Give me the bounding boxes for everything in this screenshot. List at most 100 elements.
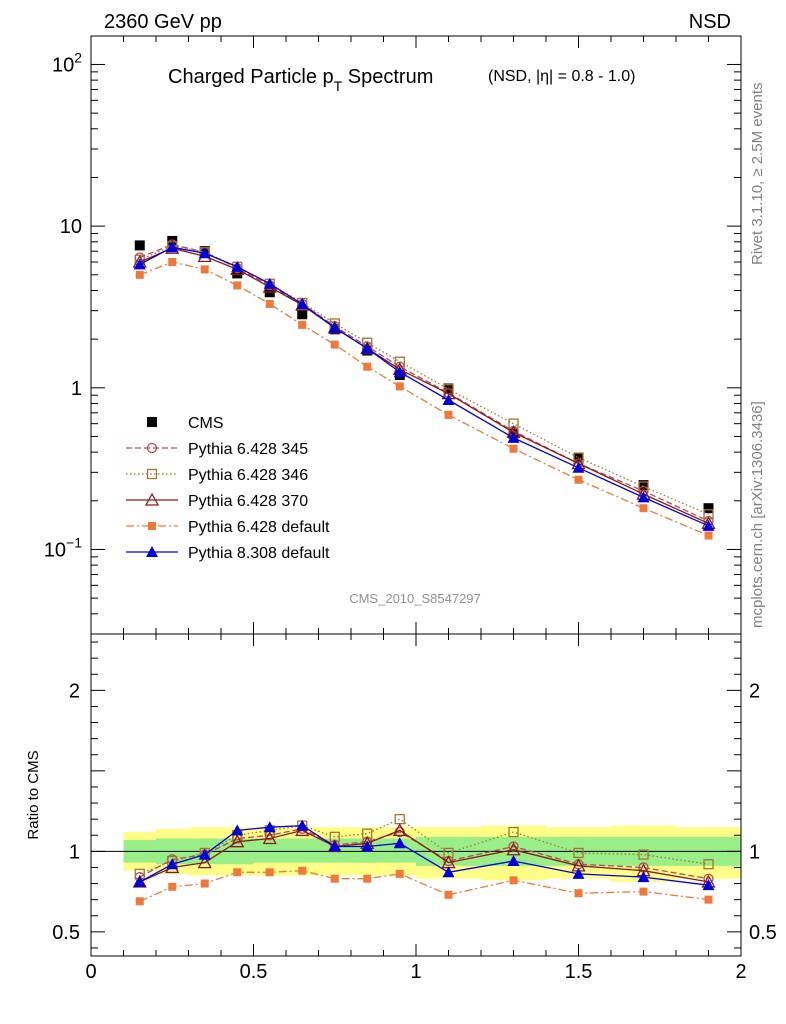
main-title: Charged Particle pT Spectrum [168, 66, 433, 94]
main-point-pythia-6-428-default [135, 270, 144, 279]
ratio-point-pythia-6-428-default [330, 874, 339, 883]
main-point-pythia-8-308-default [702, 519, 715, 531]
main-point-pythia-8-308-default [133, 258, 146, 270]
main-point-pythia-8-308-default [231, 260, 244, 272]
main-point-pythia-8-308-default [393, 366, 406, 378]
ratio-point-pythia-6-428-346 [703, 859, 714, 870]
ratio-point-pythia-6-428-default [395, 869, 404, 878]
main-y-tick-label: 102 [52, 49, 82, 76]
main-point-pythia-6-428-default [233, 281, 242, 290]
main-point-pythia-6-428-default [639, 504, 648, 513]
main-point-pythia-8-308-default [361, 342, 374, 354]
legend-marker-cms [147, 417, 157, 427]
main-point-pythia-6-428-346 [638, 481, 649, 492]
main-y-tick-label: 1 [71, 378, 82, 400]
ratio-point-pythia-6-428-default [704, 895, 713, 904]
header-energy-label: 2360 GeV pp [104, 11, 222, 33]
legend-marker-pythia-6-428-default [148, 522, 156, 530]
ratio-x-tick-label: 1.5 [565, 961, 593, 983]
ratio-point-pythia-6-428-default [509, 876, 518, 885]
ratio-point-pythia-6-428-default [168, 882, 177, 891]
legend: CMS Pythia 6.428 345 Pythia 6.428 346 Pythi… [126, 415, 330, 562]
ratio-point-pythia-8-308-default [361, 840, 374, 852]
ratio-point-pythia-6-428-default [200, 879, 209, 888]
ratio-line-pythia-6-428-345 [139, 828, 709, 880]
ratio-panel: 0 0.5 1 1.5 2 0.5 0.51 12 2 Ratio to CMS [25, 633, 777, 983]
main-point-pythia-6-428-default [444, 410, 453, 419]
ratio-point-pythia-8-308-default [572, 867, 585, 879]
ratio-point-pythia-6-428-346 [638, 849, 649, 860]
main-point-pythia-8-308-default [637, 491, 650, 503]
main-point-pythia-8-308-default [263, 277, 276, 289]
ratio-x-tick-label: 2 [735, 961, 746, 983]
ratio-y-ticks: 0.5 0.5 1 1 2 2 [52, 641, 777, 949]
main-point-pythia-8-308-default [572, 461, 585, 473]
main-line-pythia-6-428-default [139, 261, 709, 537]
legend-label-pythia-8-308-default: Pythia 8.308 default [188, 545, 330, 562]
ratio-point-pythia-6-428-346 [573, 847, 584, 859]
ratio-point-pythia-6-428-345 [508, 841, 519, 852]
ratio-point-pythia-8-308-default [166, 858, 179, 870]
main-y-ticks: 10−1 1 10 102 [44, 49, 741, 635]
ratio-point-pythia-8-308-default [702, 879, 715, 891]
main-point-pythia-6-428-default [509, 444, 518, 453]
ratio-y-axis-label: Ratio to CMS [25, 750, 42, 839]
ratio-point-pythia-6-428-370 [392, 823, 407, 837]
ratio-y-tick-label: 1 [69, 841, 80, 863]
main-point-cms [134, 240, 145, 251]
header-process-label: NSD [689, 11, 731, 33]
main-point-pythia-8-308-default [507, 431, 520, 443]
ratio-point-pythia-8-308-default [393, 837, 406, 849]
main-point-pythia-8-308-default [296, 297, 309, 309]
main-point-pythia-6-428-default [298, 320, 307, 329]
ratio-point-pythia-8-308-default [637, 871, 650, 883]
legend-label-pythia-6-428-default: Pythia 6.428 default [188, 519, 330, 536]
ratio-y-tick-label-right: 1 [749, 841, 760, 863]
legend-label-pythia-6-428-370: Pythia 6.428 370 [188, 493, 308, 510]
side-rivet-label: Rivet 3.1.10, ≥ 2.5M events [749, 83, 766, 266]
legend-label-cms: CMS [188, 415, 224, 432]
ratio-panel-frame [90, 633, 742, 957]
ratio-point-pythia-8-308-default [296, 819, 309, 831]
ratio-x-tick-label: 1 [410, 961, 421, 983]
main-line-pythia-8-308-default [139, 246, 709, 527]
legend-label-pythia-6-428-346: Pythia 6.428 346 [188, 467, 308, 484]
main-plot-marks [132, 235, 716, 540]
main-title-tail: Spectrum [342, 66, 433, 88]
main-point-pythia-6-428-default [200, 265, 209, 274]
ratio-y-tick-label-right: 2 [749, 680, 760, 702]
main-point-pythia-8-308-default [198, 247, 211, 259]
main-point-pythia-8-308-default [328, 321, 341, 333]
ratio-point-pythia-6-428-default [639, 887, 648, 896]
main-subtitle: (NSD, |η| = 0.8 - 1.0) [488, 68, 635, 85]
main-point-pythia-6-428-346 [703, 509, 714, 520]
ratio-point-pythia-6-428-346 [508, 826, 519, 838]
main-point-cms [297, 309, 308, 320]
ratio-point-pythia-6-428-370 [230, 834, 245, 848]
ratio-x-tick-label: 0 [85, 961, 96, 983]
ratio-point-pythia-6-428-default [265, 868, 274, 877]
main-point-pythia-6-428-default [330, 340, 339, 349]
ratio-point-pythia-8-308-default [442, 866, 455, 878]
ratio-band-inner [253, 838, 286, 863]
ratio-point-pythia-6-428-default [574, 889, 583, 898]
ratio-band-inner [286, 838, 319, 863]
ratio-y-tick-label: 0.5 [52, 922, 80, 944]
main-point-pythia-6-428-default [265, 299, 274, 308]
main-y-tick-label: 10 [60, 216, 82, 238]
side-mcplots-label: mcplots.cern.ch [arXiv:1306.3436] [749, 401, 766, 628]
ratio-point-pythia-8-308-default [328, 840, 341, 852]
legend-marker-pythia-6-428-345 [146, 442, 158, 454]
analysis-watermark: CMS_2010_S8547297 [349, 591, 481, 606]
ratio-point-pythia-8-308-default [231, 824, 244, 836]
main-point-pythia-6-428-default [395, 382, 404, 391]
legend-label-pythia-6-428-345: Pythia 6.428 345 [188, 441, 308, 458]
ratio-x-ticks: 0 0.5 1 1.5 2 [85, 634, 747, 983]
main-point-cms [638, 480, 649, 491]
ratio-point-pythia-8-308-default [133, 875, 146, 887]
ratio-point-pythia-6-428-default [444, 890, 453, 899]
ratio-point-pythia-6-428-default [135, 897, 144, 906]
ratio-point-pythia-6-428-default [298, 866, 307, 875]
